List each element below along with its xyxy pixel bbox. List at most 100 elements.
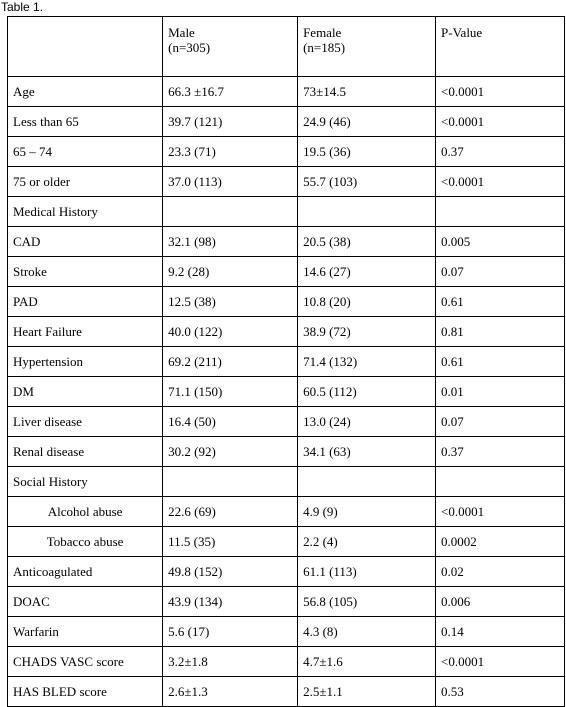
male-value: 5.6 (17): [163, 617, 299, 647]
p-value: 0.14: [436, 617, 565, 647]
male-value: 66.3 ±16.7: [163, 77, 299, 107]
row-label: Tobacco abuse: [7, 527, 164, 557]
p-value: [436, 197, 565, 227]
p-value: 0.61: [436, 287, 565, 317]
header-female-n: (n=185): [303, 40, 346, 55]
p-value: 0.61: [436, 347, 565, 377]
table-row: 65 – 74 23.3 (71) 19.5 (36) 0.37: [7, 137, 565, 167]
male-value: 43.9 (134): [163, 587, 299, 617]
male-value: [163, 467, 299, 497]
male-value: 39.7 (121): [163, 107, 299, 137]
female-value: [298, 197, 437, 227]
female-value: 24.9 (46): [298, 107, 437, 137]
header-pvalue-cell: P-Value: [436, 16, 565, 77]
p-value: <0.0001: [436, 497, 565, 527]
table-row: Alcohol abuse 22.6 (69) 4.9 (9) <0.0001: [7, 497, 565, 527]
female-value: 61.1 (113): [298, 557, 437, 587]
table-row: 75 or older 37.0 (113) 55.7 (103) <0.0001: [7, 167, 565, 197]
male-value: 12.5 (38): [163, 287, 299, 317]
row-label: Liver disease: [7, 407, 164, 437]
header-blank-cell: [7, 16, 164, 77]
table-row: Age 66.3 ±16.7 73±14.5 <0.0001: [7, 77, 565, 107]
row-label: DOAC: [7, 587, 164, 617]
p-value: <0.0001: [436, 167, 565, 197]
female-value: 10.8 (20): [298, 287, 437, 317]
male-value: 32.1 (98): [163, 227, 299, 257]
table-row: Less than 65 39.7 (121) 24.9 (46) <0.0001: [7, 107, 565, 137]
row-label: Hypertension: [7, 347, 164, 377]
male-value: 30.2 (92): [163, 437, 299, 467]
male-value: 22.6 (69): [163, 497, 299, 527]
male-value: 3.2±1.8: [163, 647, 299, 677]
table-row: Medical History: [7, 197, 565, 227]
table-row: Hypertension 69.2 (211) 71.4 (132) 0.61: [7, 347, 565, 377]
table-row: Warfarin 5.6 (17) 4.3 (8) 0.14: [7, 617, 565, 647]
male-value: 40.0 (122): [163, 317, 299, 347]
male-value: 16.4 (50): [163, 407, 299, 437]
header-male-label: Male: [168, 25, 195, 40]
header-male-n: (n=305): [168, 40, 211, 55]
header-male-cell: Male (n=305): [163, 16, 299, 77]
p-value: 0.07: [436, 407, 565, 437]
table-row: Liver disease 16.4 (50) 13.0 (24) 0.07: [7, 407, 565, 437]
male-value: [163, 197, 299, 227]
table-row: Heart Failure 40.0 (122) 38.9 (72) 0.81: [7, 317, 565, 347]
p-value: 0.0002: [436, 527, 565, 557]
table-row: DM 71.1 (150) 60.5 (112) 0.01: [7, 377, 565, 407]
row-label: CAD: [7, 227, 164, 257]
row-label: PAD: [7, 287, 164, 317]
row-label: 65 – 74: [7, 137, 164, 167]
p-value: <0.0001: [436, 647, 565, 677]
p-value: 0.006: [436, 587, 565, 617]
header-row: Male (n=305) Female (n=185) P-Value: [7, 16, 565, 77]
male-value: 71.1 (150): [163, 377, 299, 407]
table-row: DOAC 43.9 (134) 56.8 (105) 0.006: [7, 587, 565, 617]
p-value: [436, 467, 565, 497]
header-female-label: Female: [303, 25, 342, 40]
row-label: 75 or older: [7, 167, 164, 197]
row-label: Stroke: [7, 257, 164, 287]
p-value: 0.01: [436, 377, 565, 407]
p-value: 0.37: [436, 137, 565, 167]
p-value: 0.02: [436, 557, 565, 587]
row-label: CHADS VASC score: [7, 647, 164, 677]
female-value: 4.9 (9): [298, 497, 437, 527]
male-value: 37.0 (113): [163, 167, 299, 197]
female-value: 34.1 (63): [298, 437, 437, 467]
row-label: Social History: [7, 467, 164, 497]
p-value: <0.0001: [436, 107, 565, 137]
table-row: CHADS VASC score 3.2±1.8 4.7±1.6 <0.0001: [7, 647, 565, 677]
row-label: Age: [7, 77, 164, 107]
female-value: 4.3 (8): [298, 617, 437, 647]
female-value: 2.2 (4): [298, 527, 437, 557]
row-label: Renal disease: [7, 437, 164, 467]
male-value: 11.5 (35): [163, 527, 299, 557]
female-value: 38.9 (72): [298, 317, 437, 347]
header-pvalue-label: P-Value: [441, 25, 483, 40]
row-label: Medical History: [7, 197, 164, 227]
male-value: 23.3 (71): [163, 137, 299, 167]
female-value: 13.0 (24): [298, 407, 437, 437]
table-row: Tobacco abuse 11.5 (35) 2.2 (4) 0.0002: [7, 527, 565, 557]
female-value: 4.7±1.6: [298, 647, 437, 677]
female-value: 73±14.5: [298, 77, 437, 107]
row-label: Alcohol abuse: [7, 497, 164, 527]
female-value: [298, 467, 437, 497]
table-row: PAD 12.5 (38) 10.8 (20) 0.61: [7, 287, 565, 317]
row-label: Warfarin: [7, 617, 164, 647]
row-label: Less than 65: [7, 107, 164, 137]
male-value: 69.2 (211): [163, 347, 299, 377]
table-row: Renal disease 30.2 (92) 34.1 (63) 0.37: [7, 437, 565, 467]
header-female-cell: Female (n=185): [298, 16, 437, 77]
p-value: 0.07: [436, 257, 565, 287]
p-value: <0.0001: [436, 77, 565, 107]
p-value: 0.81: [436, 317, 565, 347]
female-value: 71.4 (132): [298, 347, 437, 377]
female-value: 60.5 (112): [298, 377, 437, 407]
female-value: 55.7 (103): [298, 167, 437, 197]
p-value: 0.37: [436, 437, 565, 467]
male-value: 9.2 (28): [163, 257, 299, 287]
table-row: Anticoagulated 49.8 (152) 61.1 (113) 0.02: [7, 557, 565, 587]
row-label: Heart Failure: [7, 317, 164, 347]
p-value: 0.005: [436, 227, 565, 257]
